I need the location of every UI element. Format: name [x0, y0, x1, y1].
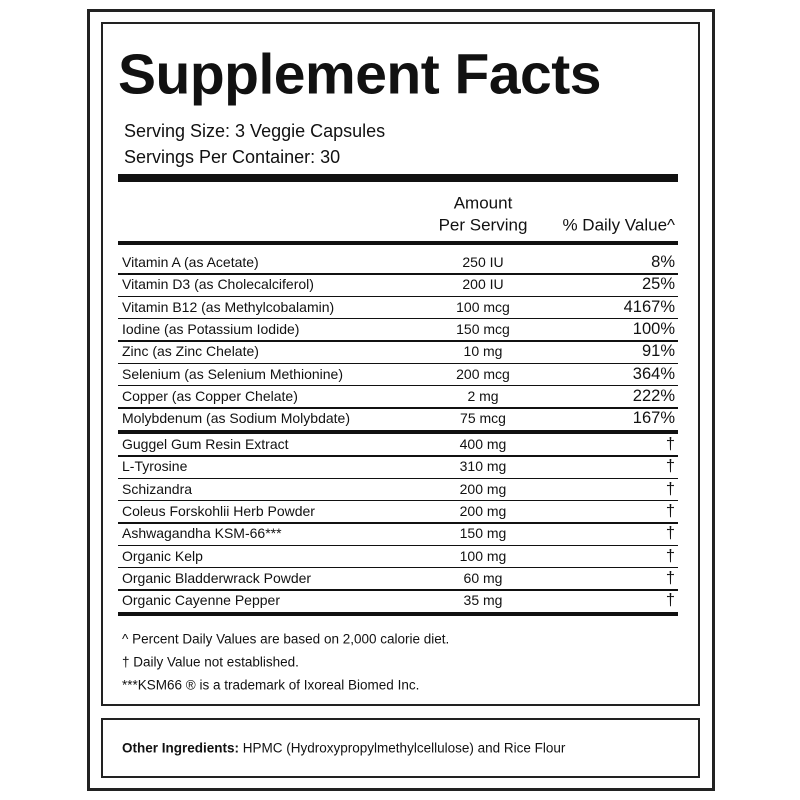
row-rule: [118, 295, 678, 298]
row-amount: 100 mcg: [456, 298, 510, 315]
row-amount: 200 mg: [459, 503, 507, 520]
row-name: Vitamin B12 (as Methylcobalamin): [122, 298, 335, 315]
row-dv: 100%: [632, 319, 675, 338]
row-name: Guggel Gum Resin Extract: [122, 436, 289, 452]
row-amount: 200 mcg: [456, 365, 510, 382]
row-dv: 8%: [651, 252, 675, 271]
row-name: Vitamin A (as Acetate): [122, 254, 259, 270]
row-name: Schizandra: [122, 480, 193, 497]
row-rule: [118, 455, 678, 457]
other-ingredients-text: HPMC (Hydroxypropylmethylcellulose) and …: [242, 740, 566, 756]
row-name: Organic Bladderwrack Powder: [122, 570, 312, 587]
row-amount: 60 mg: [463, 570, 503, 587]
row-amount: 2 mg: [467, 388, 499, 405]
section-rule: [118, 429, 678, 434]
row-dv: 222%: [632, 386, 675, 405]
row-dv: 167%: [632, 409, 675, 428]
amount-header: Amount: [453, 193, 513, 213]
row-rule: [118, 317, 678, 320]
row-rule: [118, 522, 678, 524]
amount-header: Per Serving: [438, 215, 528, 235]
row-amount: 150 mg: [459, 525, 507, 542]
row-amount: 10 mg: [463, 343, 503, 360]
row-amount: 100 mg: [459, 547, 507, 564]
row-dv: †: [665, 457, 675, 476]
footnote: † Daily Value not established.: [122, 654, 299, 670]
other-ingredients: Other Ingredients: HPMC (Hydroxypropylme…: [122, 741, 565, 755]
row-name: Organic Cayenne Pepper: [122, 592, 280, 609]
row-dv: †: [665, 434, 675, 453]
row-dv: 91%: [641, 342, 675, 361]
row-rule: [118, 407, 678, 409]
outer-border: [87, 9, 715, 791]
row-rule: [118, 477, 678, 480]
row-dv: †: [665, 546, 675, 565]
footnote: ^ Percent Daily Values are based on 2,00…: [122, 631, 450, 647]
servings-per-container: Servings Per Container: 30: [124, 147, 341, 167]
thick-rule: [118, 174, 678, 182]
row-amount: 400 mg: [459, 436, 507, 452]
title: Supplement Facts: [118, 42, 601, 107]
row-name: Zinc (as Zinc Chelate): [122, 343, 259, 360]
row-name: L-Tyrosine: [122, 458, 188, 475]
row-rule: [118, 566, 678, 569]
row-dv: †: [665, 591, 675, 610]
section-rule: [118, 611, 678, 616]
row-dv: 4167%: [623, 297, 675, 316]
row-dv: 25%: [641, 275, 675, 294]
row-dv: 364%: [632, 364, 675, 383]
row-rule: [118, 362, 678, 365]
row-name: Molybdenum (as Sodium Molybdate): [122, 410, 350, 427]
row-dv: †: [665, 479, 675, 498]
row-name: Copper (as Copper Chelate): [122, 388, 298, 405]
row-rule: [118, 589, 678, 591]
row-amount: 75 mcg: [460, 410, 506, 427]
row-dv: †: [665, 524, 675, 543]
dv-header: % Daily Value^: [562, 215, 675, 235]
facts-box: [101, 22, 700, 706]
row-rule: [118, 273, 678, 275]
footnote: ***KSM66 ® is a trademark of Ixoreal Bio…: [122, 677, 420, 693]
row-amount: 200 IU: [462, 276, 504, 293]
row-name: Vitamin D3 (as Cholecalciferol): [122, 276, 314, 293]
row-rule: [118, 544, 678, 547]
row-amount: 200 mg: [459, 480, 507, 497]
row-name: Ashwagandha KSM-66***: [122, 525, 282, 542]
row-dv: †: [665, 568, 675, 587]
row-name: Selenium (as Selenium Methionine): [122, 365, 343, 382]
row-amount: 310 mg: [459, 458, 507, 475]
header-rule: [118, 241, 678, 245]
row-amount: 150 mcg: [456, 321, 510, 338]
row-dv: †: [665, 501, 675, 520]
serving-size: Serving Size: 3 Veggie Capsules: [124, 121, 386, 141]
row-amount: 35 mg: [463, 592, 503, 609]
ingredients-box: [101, 718, 700, 778]
row-rule: [118, 384, 678, 387]
row-amount: 250 IU: [462, 254, 504, 270]
row-rule: [118, 499, 678, 502]
row-rule: [118, 340, 678, 342]
row-name: Organic Kelp: [122, 547, 203, 564]
other-ingredients-label: Other Ingredients:: [122, 740, 240, 756]
row-name: Iodine (as Potassium Iodide): [122, 321, 300, 338]
row-name: Coleus Forskohlii Herb Powder: [122, 503, 315, 520]
